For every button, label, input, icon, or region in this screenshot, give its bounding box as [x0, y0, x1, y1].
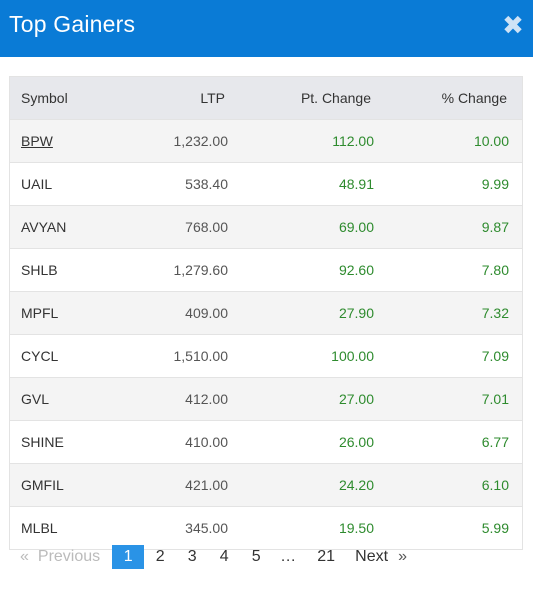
ltp-cell: 421.00 — [185, 476, 228, 493]
pct-change-cell: 7.09 — [481, 347, 509, 364]
symbol-cell[interactable]: MLBL — [21, 519, 58, 536]
pt-change-cell: 112.00 — [332, 132, 374, 149]
pt-change-cell: 48.91 — [338, 175, 374, 192]
previous-label: Previous — [37, 548, 101, 565]
next-page-button[interactable]: Next » — [355, 545, 407, 569]
pct-change-cell: 9.87 — [481, 218, 509, 235]
page-button-3[interactable]: 3 — [187, 548, 197, 565]
ltp-cell: 412.00 — [185, 390, 228, 407]
ltp-cell: 410.00 — [185, 433, 228, 450]
symbol-cell[interactable]: SHLB — [21, 261, 58, 278]
pt-change-cell: 69.00 — [338, 218, 374, 235]
table-row: GVL 412.00 27.00 7.01 — [10, 377, 522, 420]
next-label: Next — [355, 548, 389, 565]
ltp-cell: 345.00 — [185, 519, 228, 536]
column-header-ltp: LTP — [200, 89, 225, 106]
page-button-2[interactable]: 2 — [155, 548, 165, 565]
pct-change-cell: 5.99 — [481, 519, 509, 536]
table-row: MLBL 345.00 19.50 5.99 — [10, 506, 522, 549]
symbol-cell[interactable]: CYCL — [21, 347, 59, 364]
table-row: CYCL 1,510.00 100.00 7.09 — [10, 334, 522, 377]
column-header-symbol: Symbol — [21, 89, 68, 106]
symbol-link[interactable]: BPW — [21, 132, 53, 149]
column-header-pt-change: Pt. Change — [300, 89, 371, 106]
symbol-cell[interactable]: AVYAN — [21, 218, 67, 235]
page-button-21[interactable]: 21 — [317, 548, 336, 565]
ltp-cell: 1,279.60 — [173, 261, 229, 278]
modal-header: Top Gainers ✖ — [0, 0, 533, 57]
modal-title: Top Gainers — [9, 11, 136, 37]
close-icon[interactable]: ✖ — [502, 11, 524, 41]
pct-change-cell: 6.10 — [481, 476, 509, 493]
page-button-5[interactable]: 5 — [251, 548, 261, 565]
table-row: SHLB 1,279.60 92.60 7.80 — [10, 248, 522, 291]
symbol-cell[interactable]: SHINE — [21, 433, 64, 450]
table-header-row: Symbol LTP Pt. Change % Change — [10, 77, 522, 119]
previous-page-button[interactable]: « Previous — [20, 545, 100, 569]
pt-change-cell: 92.60 — [338, 261, 374, 278]
top-gainers-table: Symbol LTP Pt. Change % Change BPW 1,232… — [9, 76, 523, 550]
page-button-1[interactable]: 1 — [112, 545, 145, 569]
table-row: SHINE 410.00 26.00 6.77 — [10, 420, 522, 463]
ltp-cell: 409.00 — [185, 304, 228, 321]
pt-change-cell: 27.00 — [338, 390, 374, 407]
pt-change-cell: 27.90 — [338, 304, 374, 321]
chevron-double-left-icon: « — [20, 548, 29, 565]
ltp-cell: 768.00 — [185, 218, 228, 235]
column-header-pct-change: % Change — [441, 89, 507, 106]
pct-change-cell: 7.80 — [481, 261, 509, 278]
pt-change-cell: 24.20 — [338, 476, 374, 493]
page-ellipsis: … — [280, 548, 297, 565]
symbol-cell[interactable]: GMFIL — [21, 476, 64, 493]
symbol-cell[interactable]: UAIL — [21, 175, 53, 192]
symbol-cell[interactable]: BPW — [10, 119, 130, 162]
pct-change-cell: 10.00 — [473, 132, 509, 149]
symbol-cell[interactable]: GVL — [21, 390, 50, 407]
pt-change-cell: 100.00 — [331, 347, 374, 364]
symbol-cell[interactable]: MPFL — [21, 304, 59, 321]
chevron-double-right-icon: » — [398, 548, 407, 565]
table-row: GMFIL 421.00 24.20 6.10 — [10, 463, 522, 506]
pt-change-cell: 26.00 — [338, 433, 374, 450]
table-row: BPW 1,232.00 112.00 10.00 — [10, 119, 522, 162]
pt-change-cell: 19.50 — [338, 519, 374, 536]
pct-change-cell: 7.32 — [481, 304, 509, 321]
table-row: MPFL 409.00 27.90 7.32 — [10, 291, 522, 334]
page-button-4[interactable]: 4 — [219, 548, 229, 565]
pagination: « Previous 1 2 3 4 5 … 21 Next » — [12, 545, 407, 569]
pct-change-cell: 6.77 — [481, 433, 509, 450]
pct-change-cell: 9.99 — [481, 175, 509, 192]
pct-change-cell: 7.01 — [481, 390, 509, 407]
table-row: AVYAN 768.00 69.00 9.87 — [10, 205, 522, 248]
ltp-cell: 538.40 — [185, 175, 228, 192]
ltp-cell: 1,510.00 — [173, 347, 229, 364]
ltp-cell: 1,232.00 — [173, 132, 229, 149]
table-row: UAIL 538.40 48.91 9.99 — [10, 162, 522, 205]
